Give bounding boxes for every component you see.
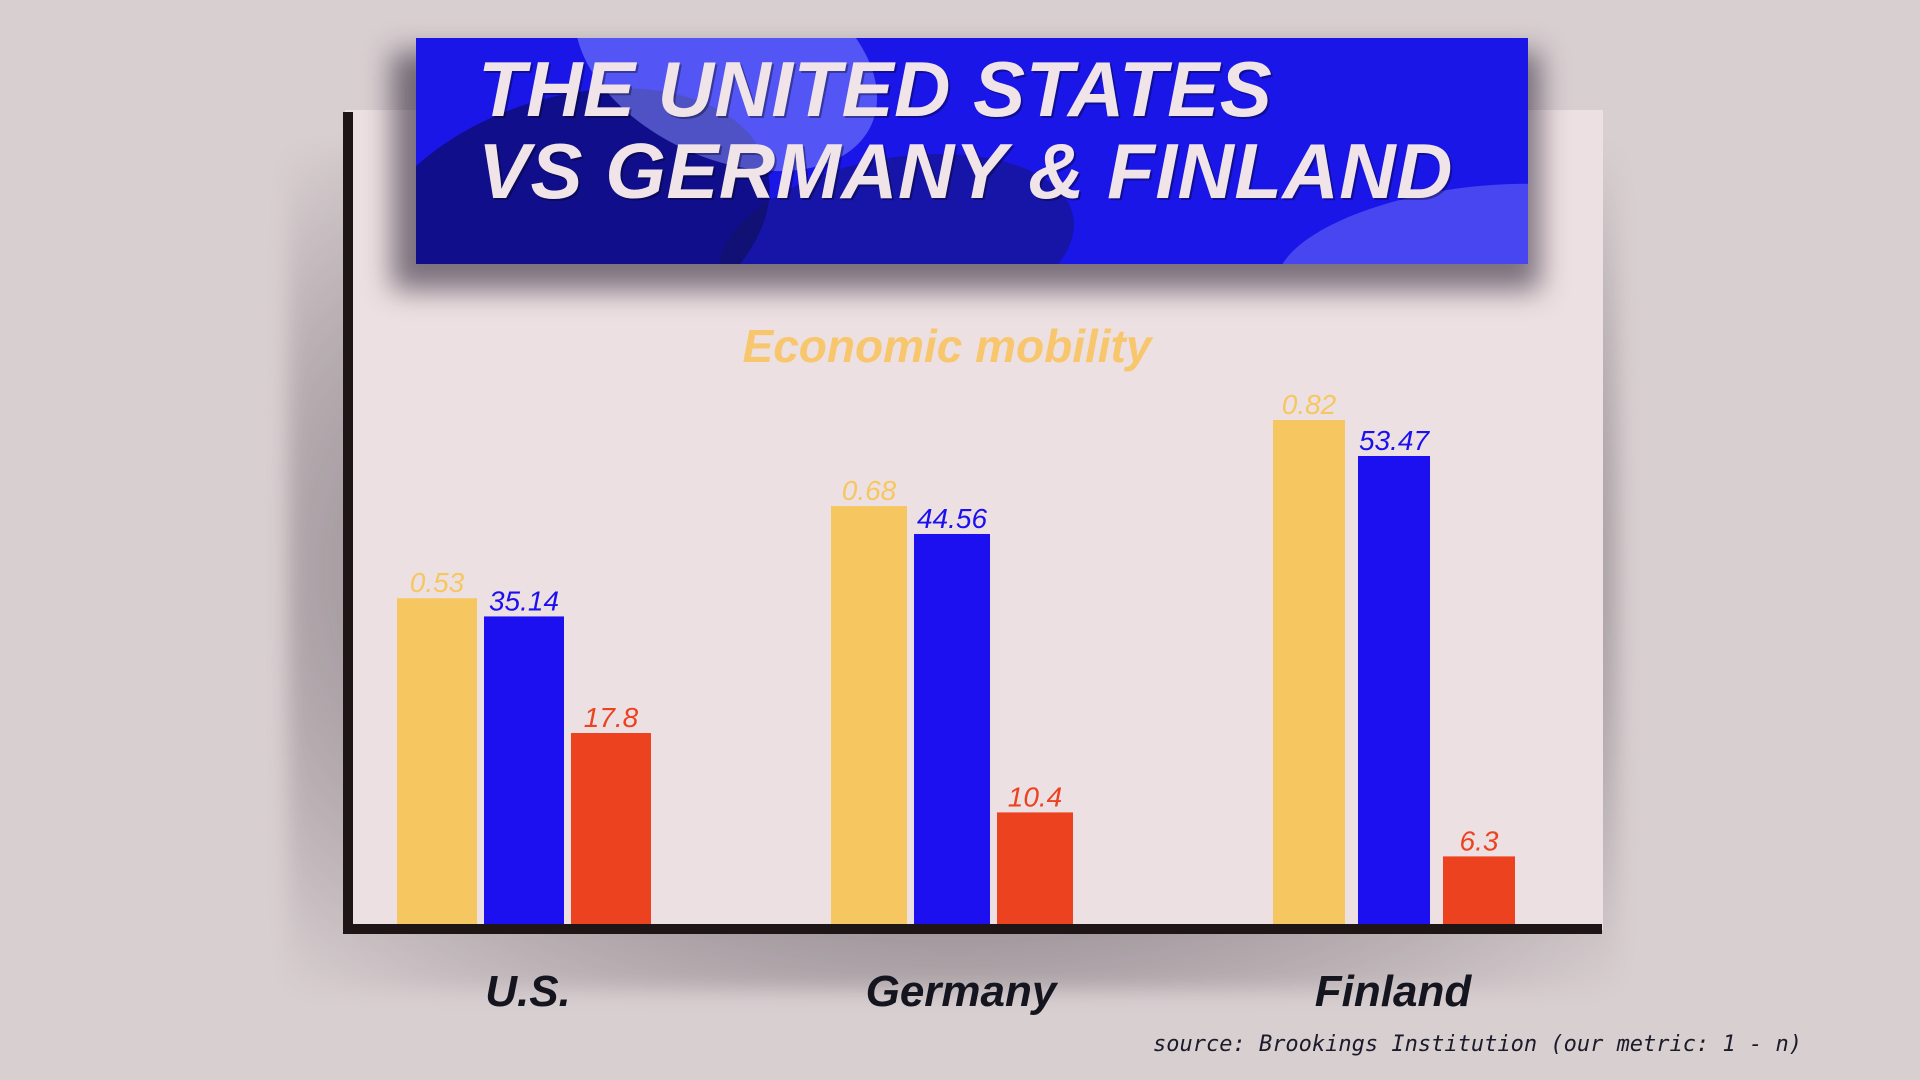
category-label: Germany xyxy=(866,967,1059,1016)
category-labels: U.S. Germany Finland xyxy=(485,967,1472,1016)
chart-title: Economic mobility xyxy=(743,320,1154,372)
bar-value-label: 0.68 xyxy=(842,475,897,506)
bars-layer: 0.53 0.68 0.82 35.14 44.56 53.47 17.8 10.4 6.3 xyxy=(397,389,1515,924)
bar-us-s1 xyxy=(397,598,477,924)
bar-value-label: 17.8 xyxy=(584,702,639,733)
bar-finland-s3 xyxy=(1443,856,1515,924)
bar-us-s2 xyxy=(484,616,564,924)
bar-value-label: 44.56 xyxy=(917,503,987,534)
banner-title: THE UNITED STATES VS GERMANY & FINLAND xyxy=(478,45,1453,215)
bar-us-s3 xyxy=(571,733,651,924)
bar-germany-s3 xyxy=(997,812,1073,924)
bar-value-label: 10.4 xyxy=(1008,781,1063,812)
bar-value-label: 35.14 xyxy=(489,585,559,616)
bar-finland-s2 xyxy=(1358,456,1430,924)
source-note: source: Brookings Institution (our metri… xyxy=(1152,1032,1802,1057)
bar-value-label: 6.3 xyxy=(1460,825,1499,856)
bar-finland-s1 xyxy=(1273,420,1345,924)
title-banner: THE UNITED STATES VS GERMANY & FINLAND xyxy=(416,38,1528,264)
bar-germany-s2 xyxy=(914,533,990,924)
category-label: Finland xyxy=(1315,967,1473,1016)
bar-value-label: 0.53 xyxy=(410,567,465,598)
bar-value-label: 0.82 xyxy=(1282,389,1337,420)
bar-germany-s1 xyxy=(831,506,907,924)
bar-value-label: 53.47 xyxy=(1359,425,1430,456)
category-label: U.S. xyxy=(485,967,571,1016)
